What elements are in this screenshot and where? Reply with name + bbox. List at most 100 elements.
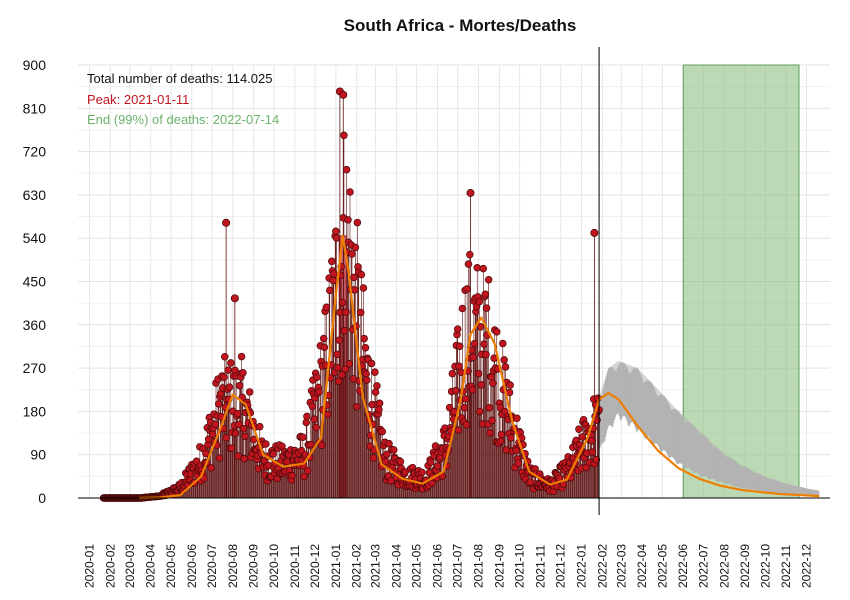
observed-point [239, 424, 248, 433]
observed-point [361, 343, 370, 352]
x-tick-label: 2022-01 [575, 544, 589, 588]
observed-point [350, 273, 358, 282]
end-of-deaths-band [682, 64, 800, 499]
y-tick-label: 630 [23, 187, 47, 203]
observed-point [488, 416, 496, 425]
observed-point [350, 286, 359, 294]
x-tick-label: 2020-01 [82, 544, 96, 588]
fitted-curve [139, 234, 820, 500]
observed-point [208, 430, 217, 439]
observed-point [488, 379, 497, 387]
observed-point [502, 446, 510, 454]
x-tick-label: 2021-11 [534, 545, 548, 588]
observed-point [233, 409, 242, 418]
y-tick-label: 900 [23, 57, 47, 73]
observed-point [477, 381, 486, 389]
observed-point [427, 458, 435, 466]
x-tick-label: 2021-08 [472, 544, 486, 588]
observed-point [303, 412, 311, 421]
observed-point [313, 373, 321, 382]
observed-point [481, 290, 490, 299]
observed-point [324, 410, 332, 419]
annotation-peak: Peak: 2021-01-11 [87, 92, 189, 107]
observed-point [334, 363, 342, 372]
observed-point [513, 414, 521, 423]
x-tick-label: 2021-04 [389, 544, 403, 588]
observed-point [363, 376, 371, 384]
observed-point [220, 373, 228, 381]
y-tick-label: 270 [23, 360, 47, 376]
x-tick-label: 2022-10 [758, 544, 772, 588]
observed-point [506, 381, 514, 389]
x-tick-label: 2020-05 [164, 544, 178, 588]
x-tick-label: 2021-07 [451, 544, 465, 588]
observed-point [338, 298, 347, 307]
x-tick-label: 2022-09 [738, 544, 752, 588]
x-tick-label: 2020-09 [247, 544, 261, 588]
chart-title: South Africa - Mortes/Deaths [344, 16, 577, 35]
observed-point [500, 356, 508, 364]
observed-point [463, 285, 471, 293]
spike-point [230, 294, 239, 303]
observed-point [269, 450, 277, 458]
x-tick-label: 2020-06 [185, 544, 199, 588]
observed-point [222, 433, 230, 442]
observed-point [469, 353, 477, 361]
observed-point [497, 437, 505, 445]
observed-point [340, 131, 348, 140]
observed-point [453, 325, 462, 333]
observed-point [396, 457, 405, 466]
x-tick-label: 2022-07 [696, 544, 710, 588]
observed-point [466, 250, 474, 259]
x-tick-label: 2022-05 [655, 544, 669, 588]
observed-point [464, 260, 473, 268]
observed-point [473, 264, 481, 272]
observed-point [329, 276, 337, 285]
observed-point [357, 270, 366, 279]
observed-point [288, 471, 296, 480]
observed-point [389, 446, 398, 454]
x-axis-ticks: 2020-01 2020-02 2020-03 2020-04 2020-05 2020-… [82, 544, 813, 588]
observed-point [317, 441, 326, 450]
observed-point [332, 227, 340, 235]
observed-point [235, 420, 243, 429]
observed-point [587, 436, 596, 445]
observed-point [342, 165, 351, 174]
observed-point [462, 421, 471, 429]
x-tick-label: 2020-02 [103, 544, 117, 588]
observed-point [225, 383, 234, 391]
y-tick-label: 0 [38, 490, 46, 506]
observed-point [371, 368, 379, 376]
observed-point [227, 444, 236, 452]
observed-point [514, 459, 523, 467]
observed-point [445, 403, 454, 412]
observed-point [235, 381, 244, 390]
end-band-rect [682, 64, 800, 499]
axes [78, 47, 830, 515]
observed-point [375, 405, 383, 414]
observed-point [237, 352, 246, 361]
observed-point [357, 308, 365, 317]
x-tick-label: 2022-03 [614, 544, 628, 588]
observed-point [340, 326, 349, 335]
spike-point [339, 90, 348, 99]
observed-point [501, 363, 510, 371]
observed-point [499, 339, 507, 348]
x-tick-label: 2022-08 [717, 544, 731, 588]
observed-point [482, 304, 491, 312]
observed-point [207, 464, 216, 472]
x-tick-label: 2022-04 [635, 544, 649, 588]
observed-point [373, 382, 381, 390]
observed-point [460, 403, 469, 412]
x-tick-label: 2021-02 [350, 544, 364, 588]
observed-point [320, 343, 329, 352]
observed-point [451, 386, 460, 395]
x-tick-label: 2021-05 [410, 544, 424, 588]
x-tick-label: 2022-11 [779, 545, 793, 588]
observed-point [418, 468, 426, 477]
observed-point [299, 433, 307, 441]
observed-point [448, 369, 457, 378]
observed-point [330, 269, 338, 278]
observed-point [333, 350, 341, 359]
observed-point [256, 422, 264, 431]
